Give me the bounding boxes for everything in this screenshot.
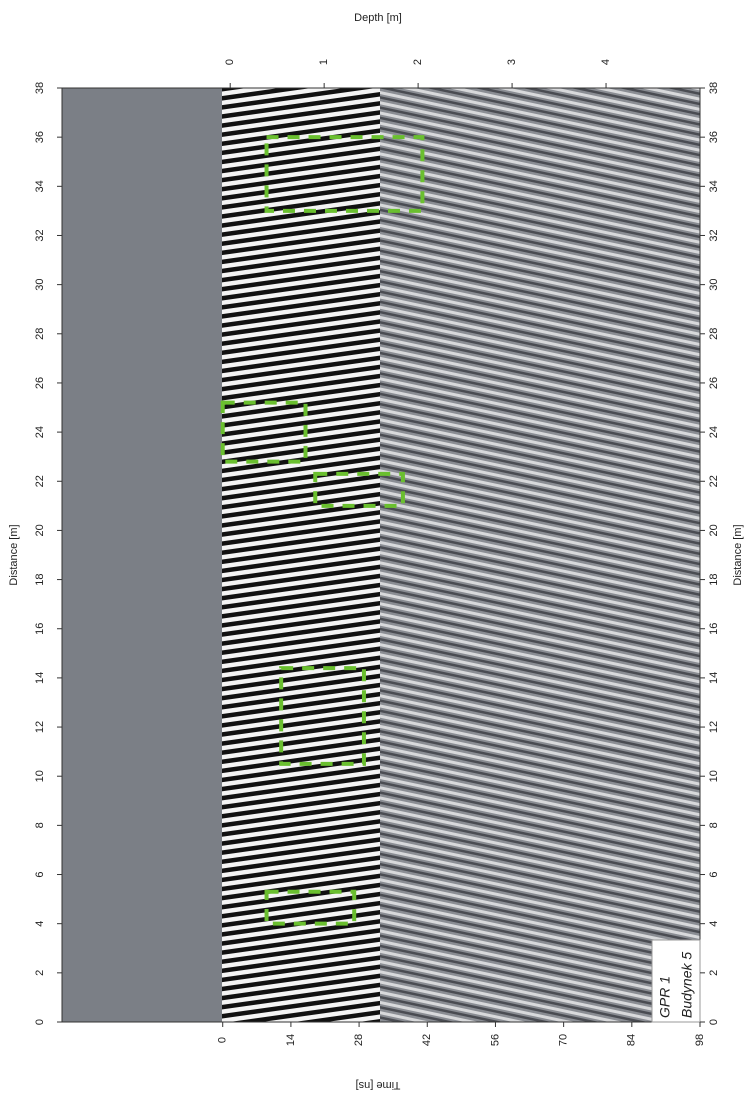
right-tick-label: 20 [708,524,720,536]
right-tick-label: 34 [708,180,720,192]
left-tick-label: 30 [34,279,46,291]
bottom-tick-label: 70 [558,1034,570,1046]
deep-reflections [380,88,700,1022]
right-tick-label: 38 [708,82,720,94]
top-tick-label: 4 [600,59,612,65]
right-tick-label: 0 [708,1019,720,1025]
left-tick-label: 0 [34,1019,46,1025]
bottom-tick-label: 84 [626,1034,638,1046]
left-tick-label: 10 [34,770,46,782]
left-tick-label: 18 [34,573,46,585]
left-tick-label: 6 [34,871,46,877]
right-tick-label: 14 [708,672,720,684]
right-tick-label: 28 [708,328,720,340]
right-tick-label: 12 [708,721,720,733]
left-tick-label: 32 [34,229,46,241]
right-tick-label: 26 [708,377,720,389]
chart: Distance [m] Distance [m] Depth [m] Time… [0,0,747,1101]
bottom-tick-label: 42 [421,1034,433,1046]
bottom-tick-label: 28 [353,1034,365,1046]
right-tick-label: 6 [708,871,720,877]
left-tick-label: 26 [34,377,46,389]
left-tick-label: 12 [34,721,46,733]
top-tick-label: 0 [224,59,236,65]
top-tick-label: 2 [412,59,424,65]
top-tick-label: 3 [506,59,518,65]
left-tick-label: 16 [34,623,46,635]
top-tick-label: 1 [318,59,330,65]
left-axis-label: Distance [m] [8,524,20,585]
right-axis-label: Distance [m] [732,524,744,585]
bottom-tick-label: 56 [489,1034,501,1046]
right-tick-label: 2 [708,970,720,976]
left-tick-label: 34 [34,180,46,192]
right-tick-label: 4 [708,921,720,927]
left-tick-label: 2 [34,970,46,976]
right-tick-label: 8 [708,822,720,828]
bottom-axis-label: Time [ns] [356,1079,401,1091]
right-tick-label: 18 [708,573,720,585]
annotation-line: Budynek 5 [679,952,695,1018]
left-tick-label: 20 [34,524,46,536]
left-tick-label: 28 [34,328,46,340]
left-tick-label: 14 [34,672,46,684]
right-tick-label: 16 [708,623,720,635]
right-tick-label: 36 [708,131,720,143]
top-axis-label: Depth [m] [354,12,402,24]
right-tick-label: 30 [708,279,720,291]
bottom-tick-label: 98 [694,1034,706,1046]
bottom-tick-label: 14 [285,1034,297,1046]
annotation-line: GPR 1 [657,976,673,1018]
right-tick-label: 22 [708,475,720,487]
left-tick-label: 24 [34,426,46,438]
right-tick-label: 32 [708,229,720,241]
left-tick-label: 38 [34,82,46,94]
bottom-tick-label: 0 [217,1037,229,1043]
left-tick-label: 4 [34,921,46,927]
left-tick-label: 22 [34,475,46,487]
right-tick-label: 10 [708,770,720,782]
shallow-reflections [222,88,380,1022]
left-tick-label: 8 [34,822,46,828]
right-tick-label: 24 [708,426,720,438]
left-tick-label: 36 [34,131,46,143]
